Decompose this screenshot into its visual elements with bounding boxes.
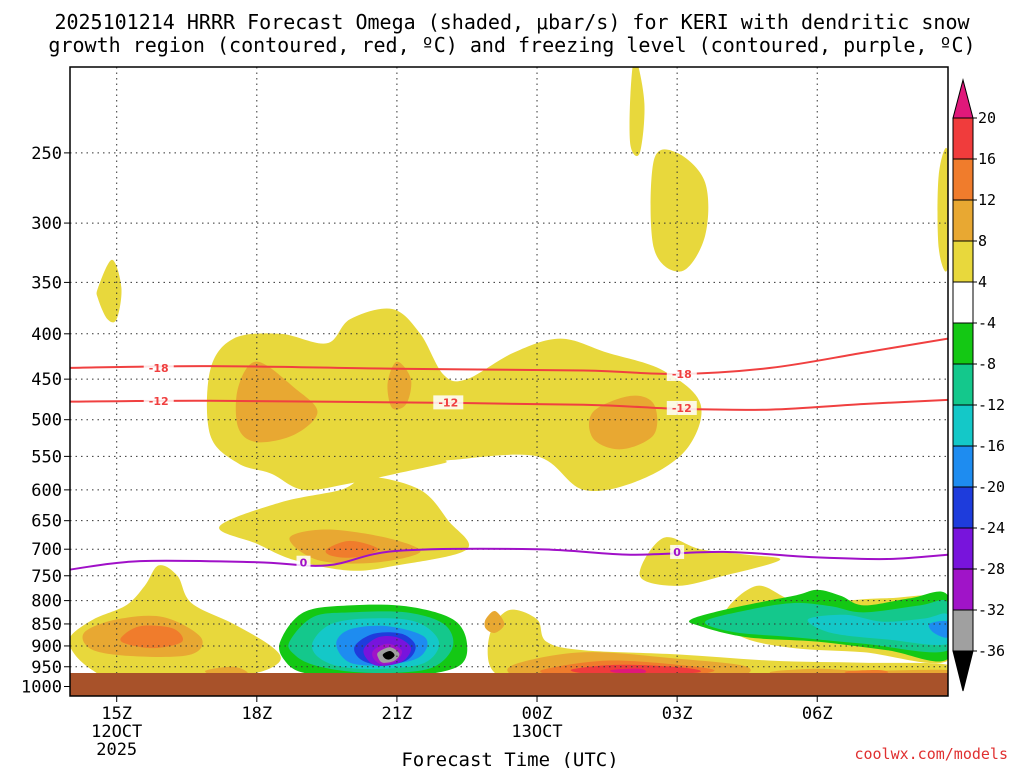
colorbar-label: 20 bbox=[978, 109, 996, 127]
omega-region bbox=[484, 610, 505, 634]
y-tick-label: 650 bbox=[31, 512, 62, 532]
y-tick-label: 750 bbox=[31, 567, 62, 587]
colorbar-box bbox=[952, 568, 974, 611]
y-tick-label: 700 bbox=[31, 540, 62, 560]
x-tick-year: 2025 bbox=[96, 740, 137, 760]
y-tick-label: 550 bbox=[31, 447, 62, 467]
colorbar-box bbox=[952, 609, 974, 652]
colorbar-box bbox=[952, 486, 974, 529]
contour-line bbox=[70, 337, 948, 376]
colorbar-label: -16 bbox=[978, 437, 1005, 455]
grid-lines bbox=[70, 67, 948, 696]
contour-label-bg bbox=[666, 400, 697, 415]
chart-title-line2: growth region (contoured, red, ºC) and f… bbox=[48, 33, 975, 57]
colorbar-label: 8 bbox=[978, 232, 987, 250]
colorbar-box bbox=[952, 281, 974, 324]
y-tick-label: 300 bbox=[31, 214, 62, 234]
chart-title-line1: 2025101214 HRRR Forecast Omega (shaded, … bbox=[54, 10, 970, 34]
omega-region bbox=[610, 668, 647, 674]
x-tick-label: 18Z bbox=[241, 704, 272, 724]
colorbar-label: -32 bbox=[978, 601, 1005, 619]
colorbar-label: -8 bbox=[978, 355, 996, 373]
omega-region bbox=[629, 67, 645, 157]
x-tick-label: 03Z bbox=[662, 704, 693, 724]
colorbar-box bbox=[952, 158, 974, 201]
y-tick-label: 450 bbox=[31, 370, 62, 390]
contour-label-bg bbox=[143, 393, 174, 408]
colorbar-box bbox=[952, 445, 974, 488]
colorbar-box bbox=[952, 527, 974, 570]
colorbar-box bbox=[952, 404, 974, 447]
contour-label: -18 bbox=[672, 368, 692, 381]
x-axis-label: Forecast Time (UTC) bbox=[401, 749, 618, 768]
colorbar-top-arrow bbox=[952, 78, 974, 119]
contour-label: -12 bbox=[672, 402, 692, 415]
omega-region bbox=[387, 361, 412, 410]
colorbar-box bbox=[952, 322, 974, 365]
omega-region bbox=[588, 395, 658, 450]
omega-region bbox=[650, 149, 709, 272]
colorbar-label: 4 bbox=[978, 273, 987, 291]
x-tick-date: 13OCT bbox=[511, 722, 562, 742]
y-tick-label: 350 bbox=[31, 273, 62, 293]
colorbar-box bbox=[952, 240, 974, 283]
omega-region bbox=[928, 620, 948, 638]
omega-region bbox=[639, 537, 781, 586]
colorbar-label: -24 bbox=[978, 519, 1005, 537]
contour-label-bg bbox=[296, 555, 311, 570]
colorbar-box bbox=[952, 117, 974, 160]
colorbar-label: -4 bbox=[978, 314, 996, 332]
omega-region bbox=[807, 613, 948, 646]
x-tick-label: 00Z bbox=[522, 704, 553, 724]
colorbar: 20 16 12 8 4 -4 -8 -12 -16 -20 -24 -28 -32 -36 bbox=[952, 78, 1005, 692]
colorbar-label: -12 bbox=[978, 396, 1005, 414]
colorbar-bottom-arrow bbox=[952, 650, 974, 692]
contour-label: 0 bbox=[673, 546, 681, 559]
omega-region bbox=[382, 650, 395, 660]
y-tick-label: 1000 bbox=[21, 677, 62, 697]
x-tick-date: 12OCT bbox=[91, 722, 142, 742]
credit-text: coolwx.com/models bbox=[854, 745, 1008, 763]
colorbar-box bbox=[952, 199, 974, 242]
omega-region bbox=[937, 147, 948, 272]
contour-label-bg bbox=[143, 360, 174, 375]
y-tick-label: 950 bbox=[31, 658, 62, 678]
contour-label-bg bbox=[670, 544, 685, 559]
contour-label-bg bbox=[666, 366, 697, 381]
contour-label-bg bbox=[433, 395, 464, 410]
plot-frame bbox=[69, 66, 949, 697]
y-tick-label: 500 bbox=[31, 411, 62, 431]
colorbar-label: -36 bbox=[978, 642, 1005, 660]
y-tick-label: 600 bbox=[31, 481, 62, 501]
y-tick-label: 900 bbox=[31, 637, 62, 657]
colorbar-label: 12 bbox=[978, 191, 996, 209]
colorbar-label: -28 bbox=[978, 560, 1005, 578]
colorbar-label: -20 bbox=[978, 478, 1005, 496]
x-tick-label: 15Z bbox=[101, 704, 132, 724]
contour-lines: -18 -12 -12 -18 -12 0 0 bbox=[70, 337, 948, 571]
colorbar-label: 16 bbox=[978, 150, 996, 168]
ground-surface bbox=[70, 673, 948, 696]
contour-label: -12 bbox=[438, 396, 458, 409]
contour-label: -18 bbox=[149, 362, 169, 375]
omega-region bbox=[120, 625, 183, 649]
colorbar-box bbox=[952, 363, 974, 406]
contour-line bbox=[70, 547, 948, 571]
y-axis-ticks: 2503003504004505005506006507007508008509… bbox=[21, 144, 70, 697]
omega-region bbox=[96, 259, 122, 323]
x-tick-label: 06Z bbox=[802, 704, 833, 724]
y-tick-label: 400 bbox=[31, 325, 62, 345]
contour-label: -12 bbox=[149, 395, 169, 408]
y-tick-label: 850 bbox=[31, 615, 62, 635]
y-tick-label: 250 bbox=[31, 144, 62, 164]
y-tick-label: 800 bbox=[31, 592, 62, 612]
contour-line bbox=[70, 398, 948, 411]
contour-label: 0 bbox=[300, 557, 308, 570]
x-tick-label: 21Z bbox=[382, 704, 413, 724]
